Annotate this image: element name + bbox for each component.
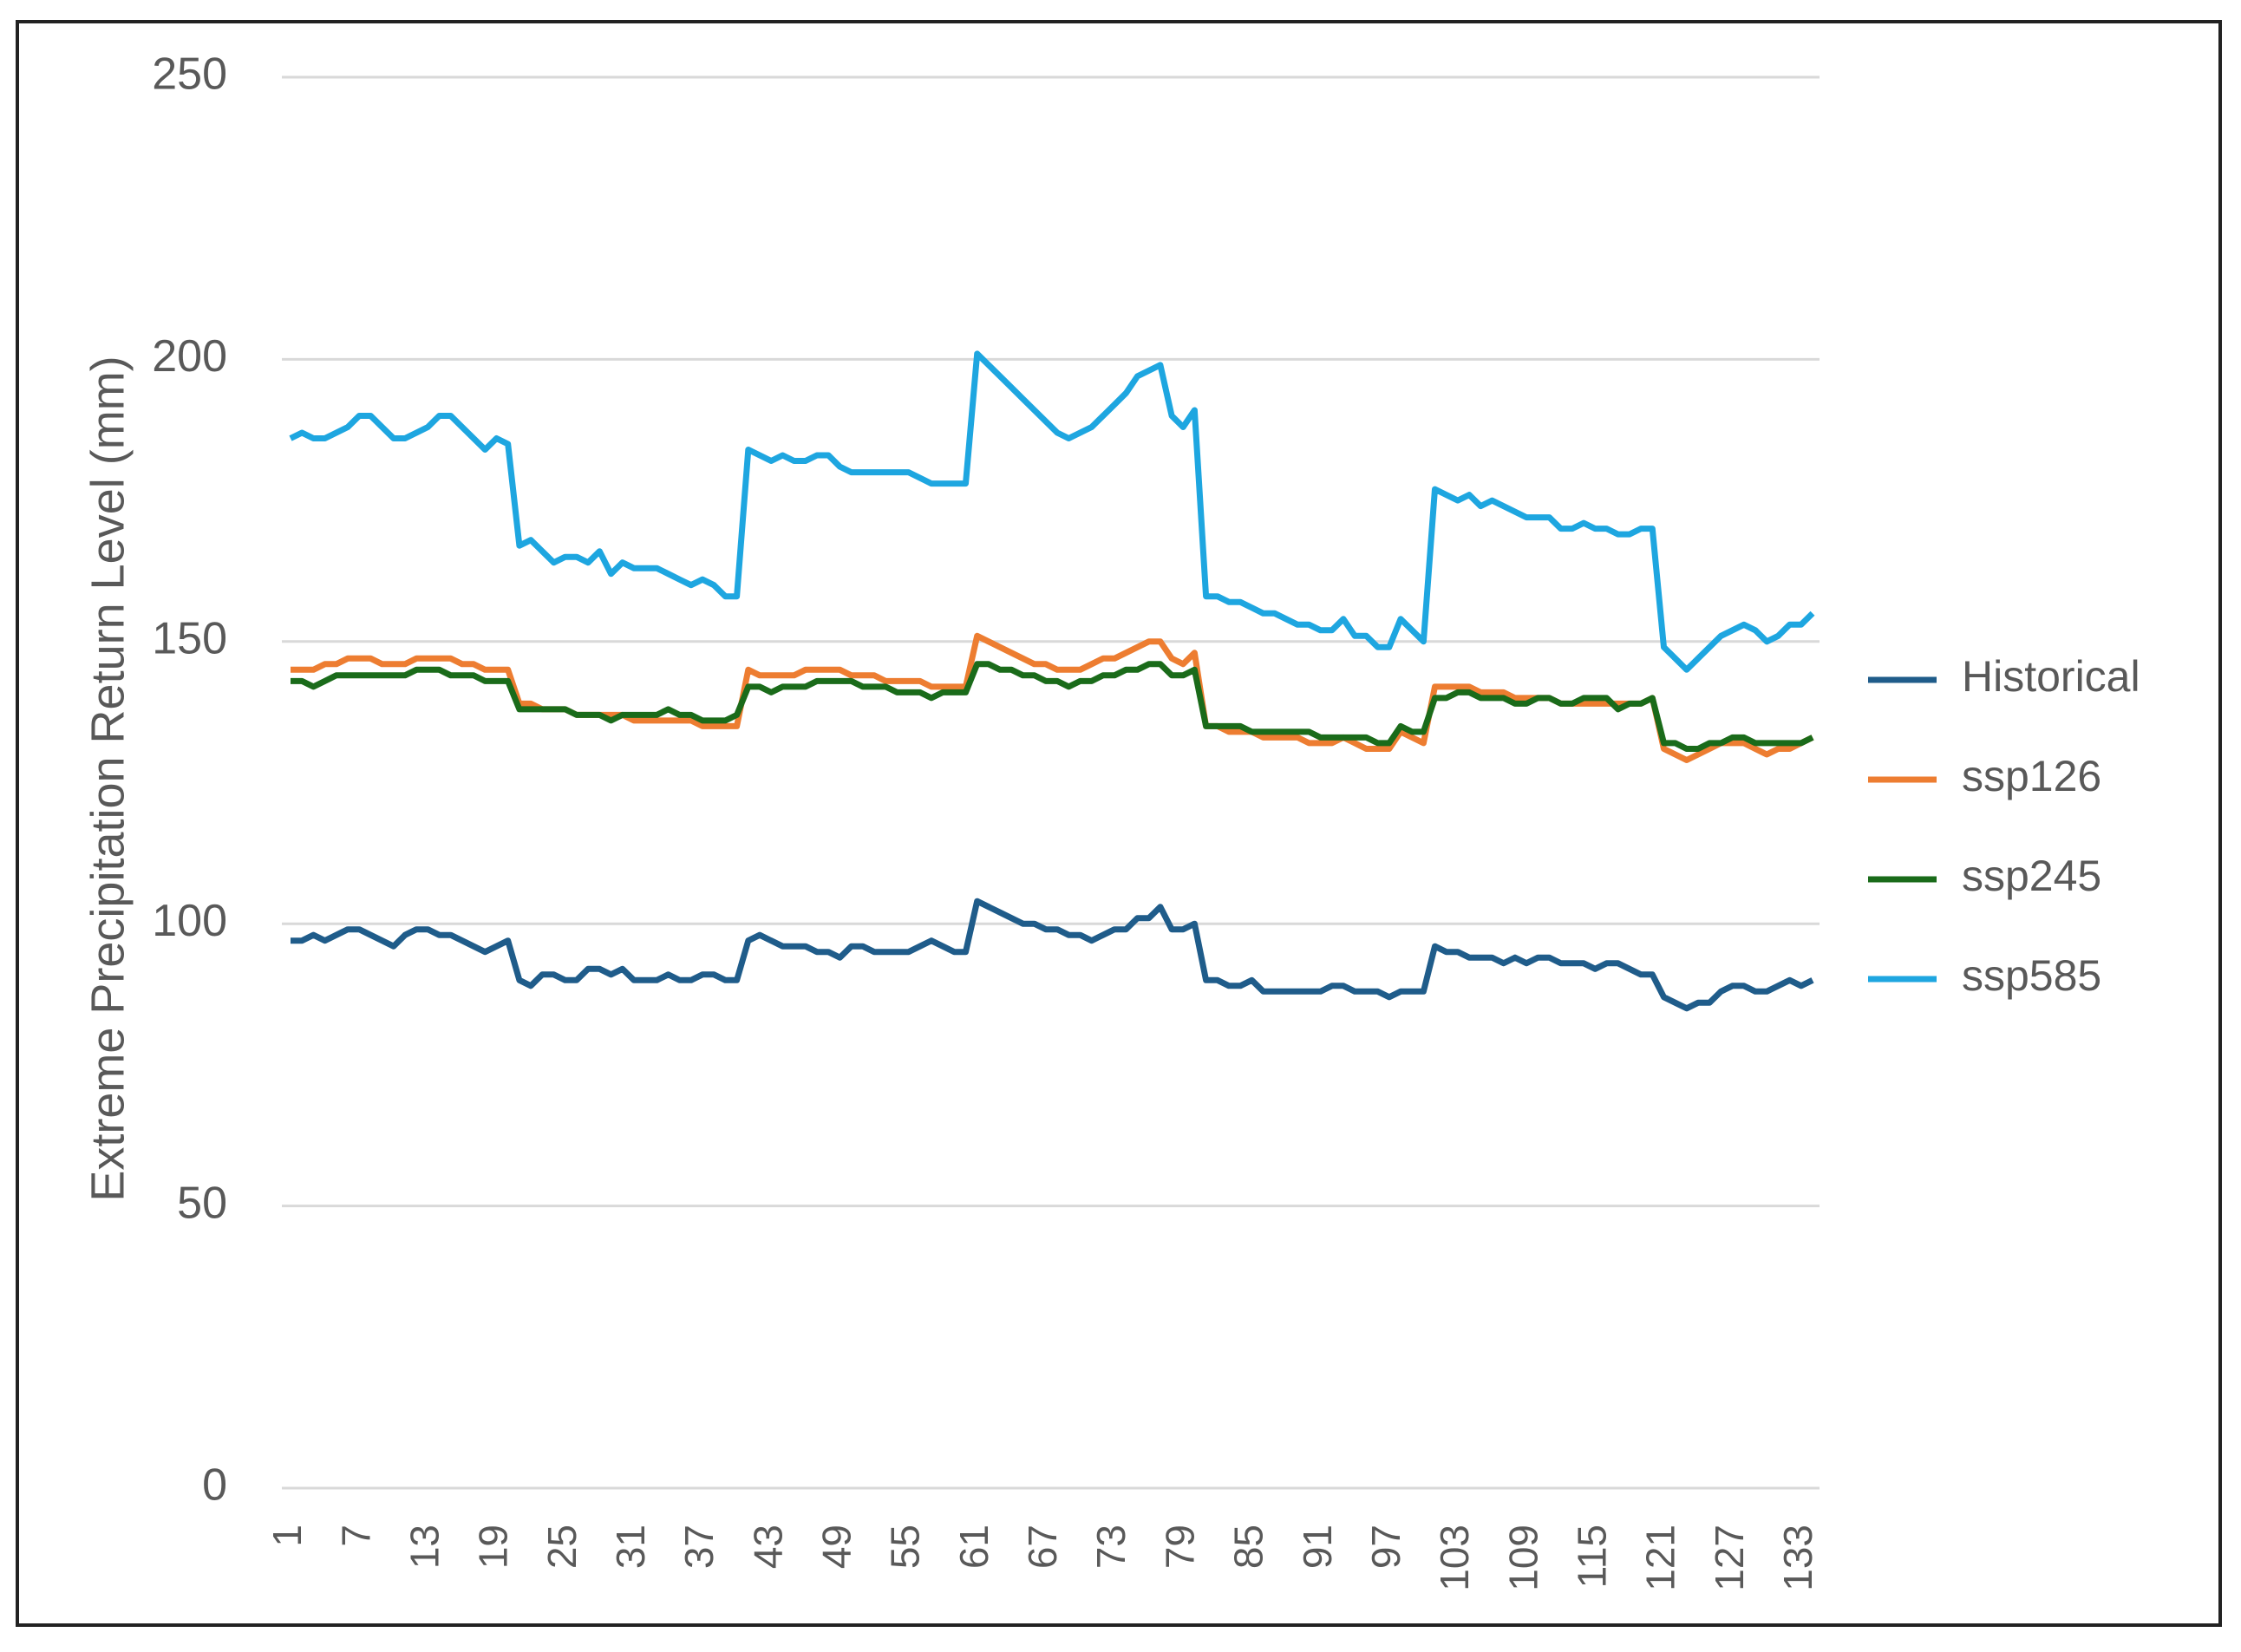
y-axis-title: Extreme Precipitation Return Level (mm) — [82, 356, 134, 1201]
x-tick-label: 37 — [676, 1525, 722, 1569]
legend-label: ssp126 — [1962, 752, 2101, 800]
series-line — [291, 898, 1814, 1012]
x-tick-label: 49 — [814, 1525, 859, 1569]
x-tick-label: 61 — [951, 1525, 996, 1569]
x-tick-label: 55 — [883, 1525, 928, 1569]
x-tick-label: 7 — [333, 1525, 378, 1547]
x-tick-label: 127 — [1707, 1525, 1752, 1591]
x-tick-label: 13 — [402, 1525, 448, 1569]
x-tick-label: 133 — [1775, 1525, 1820, 1591]
x-tick-label: 67 — [1020, 1525, 1065, 1569]
y-tick-label: 250 — [152, 49, 227, 100]
y-tick-label: 50 — [177, 1178, 227, 1228]
x-tick-label: 109 — [1500, 1525, 1545, 1591]
y-tick-label: 200 — [152, 331, 227, 382]
x-tick-label: 115 — [1569, 1525, 1614, 1588]
y-tick-label: 150 — [152, 614, 227, 664]
legend-label: ssp245 — [1962, 852, 2101, 900]
x-tick-label: 79 — [1157, 1525, 1202, 1569]
series-line — [291, 661, 1814, 752]
chart-border — [16, 20, 2222, 1627]
legend-label: Historical — [1962, 652, 2140, 701]
legend-label: ssp585 — [1962, 951, 2101, 1000]
y-tick-label: 0 — [202, 1460, 227, 1511]
x-tick-label: 103 — [1432, 1525, 1477, 1591]
series-line — [289, 350, 1815, 673]
x-tick-label: 25 — [539, 1525, 585, 1569]
x-tick-label: 91 — [1295, 1525, 1340, 1569]
x-tick-label: 97 — [1363, 1525, 1408, 1569]
x-tick-label: 73 — [1088, 1525, 1134, 1569]
x-tick-label: 1 — [265, 1525, 310, 1547]
x-tick-label: 121 — [1638, 1525, 1683, 1591]
x-tick-label: 19 — [471, 1525, 516, 1569]
x-tick-label: 43 — [745, 1525, 790, 1569]
y-tick-label: 100 — [152, 896, 227, 946]
x-tick-label: 85 — [1226, 1525, 1271, 1569]
x-tick-label: 31 — [608, 1525, 653, 1569]
